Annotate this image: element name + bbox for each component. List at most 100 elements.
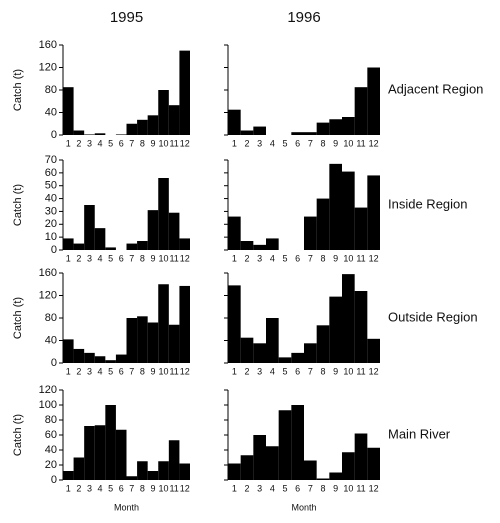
x-tick-label: 12: [369, 253, 379, 263]
x-tick-label: 12: [369, 483, 379, 493]
bar: [228, 285, 241, 363]
bar: [63, 339, 74, 363]
bar: [126, 318, 138, 363]
bar: [342, 274, 355, 363]
bar: [73, 130, 85, 135]
x-tick-label: 4: [270, 253, 275, 263]
x-tick-label: 8: [140, 483, 145, 493]
x-tick-label: 8: [320, 366, 325, 376]
bar: [316, 478, 330, 480]
x-axis-label: Month: [114, 502, 139, 512]
bar: [228, 216, 241, 250]
x-tick-label: 11: [356, 483, 365, 493]
bar: [137, 461, 148, 480]
y-tick-label: 70: [45, 154, 57, 166]
x-axis-label: Month: [291, 502, 316, 512]
x-tick-label: 11: [169, 483, 178, 493]
x-tick-label: 2: [76, 253, 81, 263]
y-tick-label: 0: [51, 244, 57, 256]
bar: [73, 243, 85, 250]
x-tick-label: 10: [159, 366, 169, 376]
bar: [367, 67, 380, 135]
x-tick-label: 6: [295, 366, 300, 376]
y-tick-label: 40: [45, 444, 57, 456]
bar: [367, 447, 380, 480]
y-tick-label: 120: [39, 384, 57, 396]
bar: [253, 343, 266, 363]
x-tick-label: 4: [98, 366, 103, 376]
column-title: 1995: [110, 9, 143, 26]
x-tick-label: 7: [308, 253, 313, 263]
bar: [329, 163, 342, 250]
x-tick-label: 5: [282, 138, 287, 148]
bar: [228, 109, 241, 135]
bar: [147, 322, 159, 363]
x-tick-label: 5: [108, 483, 113, 493]
bar: [84, 134, 95, 135]
bar: [115, 429, 127, 480]
x-tick-label: 5: [282, 366, 287, 376]
x-tick-label: 7: [308, 138, 313, 148]
bar: [105, 360, 116, 363]
bar: [158, 90, 169, 135]
x-tick-label: 12: [369, 366, 379, 376]
y-tick-label: 80: [45, 84, 57, 96]
x-tick-label: 2: [244, 138, 249, 148]
bar: [291, 405, 304, 480]
bar: [266, 238, 279, 250]
x-tick-label: 8: [140, 138, 145, 148]
x-tick-label: 4: [98, 483, 103, 493]
x-tick-label: 6: [119, 253, 124, 263]
y-tick-label: 120: [39, 61, 57, 73]
x-tick-label: 5: [282, 483, 287, 493]
bar: [342, 171, 355, 250]
x-tick-label: 6: [295, 253, 300, 263]
bar: [105, 405, 116, 480]
x-tick-label: 2: [244, 483, 249, 493]
bar: [240, 130, 254, 135]
bar: [168, 212, 180, 250]
bar: [228, 463, 241, 480]
bar: [354, 291, 368, 363]
bar: [126, 123, 138, 135]
bar: [253, 244, 266, 250]
x-tick-label: 10: [343, 483, 353, 493]
x-tick-label: 1: [232, 138, 237, 148]
x-tick-label: 11: [169, 138, 178, 148]
x-tick-label: 3: [257, 483, 262, 493]
x-tick-label: 11: [356, 366, 365, 376]
x-tick-label: 9: [150, 483, 155, 493]
y-tick-label: 160: [39, 39, 57, 51]
y-tick-label: 0: [51, 474, 57, 486]
bar: [179, 463, 190, 480]
bar: [158, 461, 169, 480]
bar: [94, 228, 106, 250]
y-tick-label: 30: [45, 205, 57, 217]
x-tick-label: 3: [87, 366, 92, 376]
x-tick-label: 5: [108, 138, 113, 148]
row-label: Adjacent Region: [388, 81, 483, 96]
y-tick-label: 40: [45, 192, 57, 204]
bar: [278, 410, 292, 480]
bar: [168, 324, 180, 363]
bar: [342, 452, 355, 480]
bar: [137, 241, 148, 250]
x-tick-label: 7: [308, 366, 313, 376]
row-label: Main River: [388, 426, 451, 441]
x-tick-label: 10: [343, 253, 353, 263]
bar: [304, 343, 317, 363]
y-tick-label: 80: [45, 414, 57, 426]
bar: [158, 178, 169, 250]
x-tick-label: 12: [180, 138, 190, 148]
x-tick-label: 2: [244, 253, 249, 263]
bar: [137, 119, 148, 135]
x-tick-label: 2: [76, 483, 81, 493]
bar: [94, 425, 106, 480]
y-tick-label: 40: [45, 334, 57, 346]
x-tick-label: 1: [232, 483, 237, 493]
bar: [73, 457, 85, 480]
y-axis-label: Catch (t): [12, 69, 24, 111]
y-tick-label: 60: [45, 429, 57, 441]
x-tick-label: 9: [150, 366, 155, 376]
